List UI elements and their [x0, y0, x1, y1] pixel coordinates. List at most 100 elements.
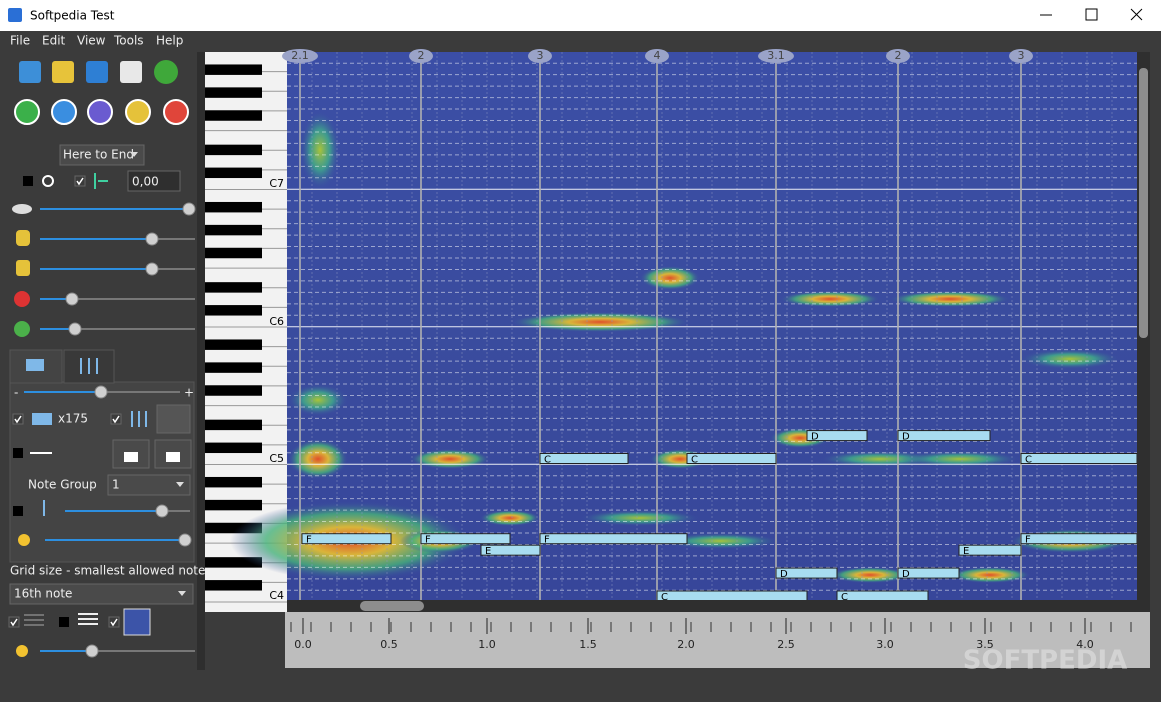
checkbox[interactable] — [59, 617, 69, 627]
slider-max: + — [184, 386, 194, 400]
spinbox[interactable] — [127, 170, 181, 192]
checkbox[interactable] — [108, 616, 120, 628]
bar-marker[interactable] — [1009, 49, 1033, 63]
slider-knob[interactable] — [178, 533, 192, 547]
slider-knob[interactable] — [68, 322, 82, 336]
checkbox[interactable] — [12, 413, 24, 425]
black-key — [205, 87, 262, 98]
bar-marker[interactable] — [758, 49, 794, 63]
spectral-energy — [640, 266, 700, 290]
dropdown-arrow — [176, 482, 184, 487]
toolbar-button[interactable] — [86, 61, 108, 83]
maximize-button[interactable] — [1085, 8, 1098, 21]
slider-knob[interactable] — [182, 202, 196, 216]
dropdown-value: Here to End — [63, 148, 134, 162]
note[interactable] — [897, 430, 991, 442]
menu-item[interactable]: File — [10, 34, 30, 48]
black-key — [205, 167, 262, 179]
spectral-energy — [300, 110, 340, 190]
window-title: Softpedia Test — [30, 9, 115, 23]
follow-icon — [94, 173, 108, 189]
note[interactable] — [480, 544, 541, 556]
toolbar-button[interactable] — [120, 61, 142, 83]
black-key — [205, 476, 262, 488]
bar-marker[interactable] — [528, 49, 552, 63]
triplet-button[interactable] — [156, 404, 191, 434]
note[interactable] — [656, 590, 808, 602]
checkbox[interactable] — [8, 616, 20, 628]
black-key — [205, 305, 262, 316]
checkbox[interactable] — [13, 506, 23, 516]
menu-item[interactable]: Tools — [113, 34, 144, 48]
scroll-thumb[interactable] — [1139, 68, 1148, 338]
playback-button[interactable] — [51, 99, 77, 125]
checkbox[interactable] — [110, 413, 122, 425]
horizontal-scrollbar[interactable] — [287, 600, 1137, 612]
octave-label: C7 — [269, 177, 284, 190]
note[interactable] — [958, 544, 1022, 556]
time-label: 2.0 — [677, 638, 695, 651]
note[interactable] — [1020, 453, 1138, 464]
bar-marker[interactable] — [282, 49, 318, 63]
checkbox[interactable] — [23, 176, 33, 186]
octave-label: C4 — [269, 589, 284, 602]
note[interactable] — [539, 453, 629, 464]
spectral-energy — [480, 510, 540, 526]
time-label: 0.0 — [294, 638, 312, 651]
bar-marker-label: 4 — [654, 49, 661, 62]
pitch-icon — [14, 291, 30, 307]
spectral-energy — [288, 384, 348, 416]
spectrum-toggle[interactable] — [123, 608, 151, 636]
note[interactable] — [539, 533, 688, 545]
tab-icon — [80, 358, 98, 374]
note[interactable] — [836, 590, 929, 602]
check-mark — [14, 415, 22, 424]
bar-marker[interactable] — [886, 49, 910, 63]
bar-marker[interactable] — [645, 49, 669, 63]
playback-button[interactable] — [163, 99, 189, 125]
playback-button[interactable] — [14, 99, 40, 125]
checkbox[interactable] — [74, 175, 86, 187]
note[interactable] — [1020, 533, 1138, 545]
black-key — [205, 282, 262, 293]
slider-knob[interactable] — [145, 232, 159, 246]
note[interactable] — [301, 533, 392, 545]
time-label: 1.5 — [579, 638, 597, 651]
black-key — [205, 110, 262, 121]
toolbar-button[interactable] — [154, 60, 178, 84]
dropdown[interactable] — [59, 144, 145, 166]
dropdown[interactable] — [9, 583, 194, 605]
note[interactable] — [806, 430, 868, 442]
scroll-thumb[interactable] — [360, 601, 424, 611]
slider-knob[interactable] — [65, 292, 79, 306]
slider-knob[interactable] — [85, 644, 99, 658]
toolbar-button[interactable] — [19, 61, 41, 83]
playback-button[interactable] — [87, 99, 113, 125]
toolbar-button[interactable] — [52, 61, 74, 83]
note[interactable] — [420, 533, 511, 545]
splitter[interactable] — [197, 52, 205, 670]
menu-item[interactable]: Help — [156, 34, 183, 48]
menu-item[interactable]: Edit — [42, 34, 66, 48]
dropdown-arrow — [178, 591, 186, 596]
playback-button[interactable] — [125, 99, 151, 125]
note-label: E — [963, 546, 969, 557]
slider-knob[interactable] — [145, 262, 159, 276]
note[interactable] — [686, 453, 777, 464]
note-label: D — [811, 432, 819, 443]
checkbox[interactable] — [13, 448, 23, 458]
slider-knob[interactable] — [155, 504, 169, 518]
lines-icon — [78, 613, 98, 625]
spectral-energy — [900, 451, 1020, 467]
bar-marker-label: 3 — [1018, 49, 1025, 62]
note[interactable] — [897, 567, 960, 579]
check-mark — [112, 415, 120, 424]
note[interactable] — [775, 567, 838, 579]
slider-knob[interactable] — [94, 385, 108, 399]
lock-icon — [124, 452, 138, 462]
bar-marker[interactable] — [409, 49, 433, 63]
menu-item[interactable]: View — [77, 34, 106, 48]
tempo-icon — [12, 204, 32, 214]
close-button[interactable] — [1130, 8, 1143, 21]
dropdown[interactable] — [107, 474, 191, 496]
